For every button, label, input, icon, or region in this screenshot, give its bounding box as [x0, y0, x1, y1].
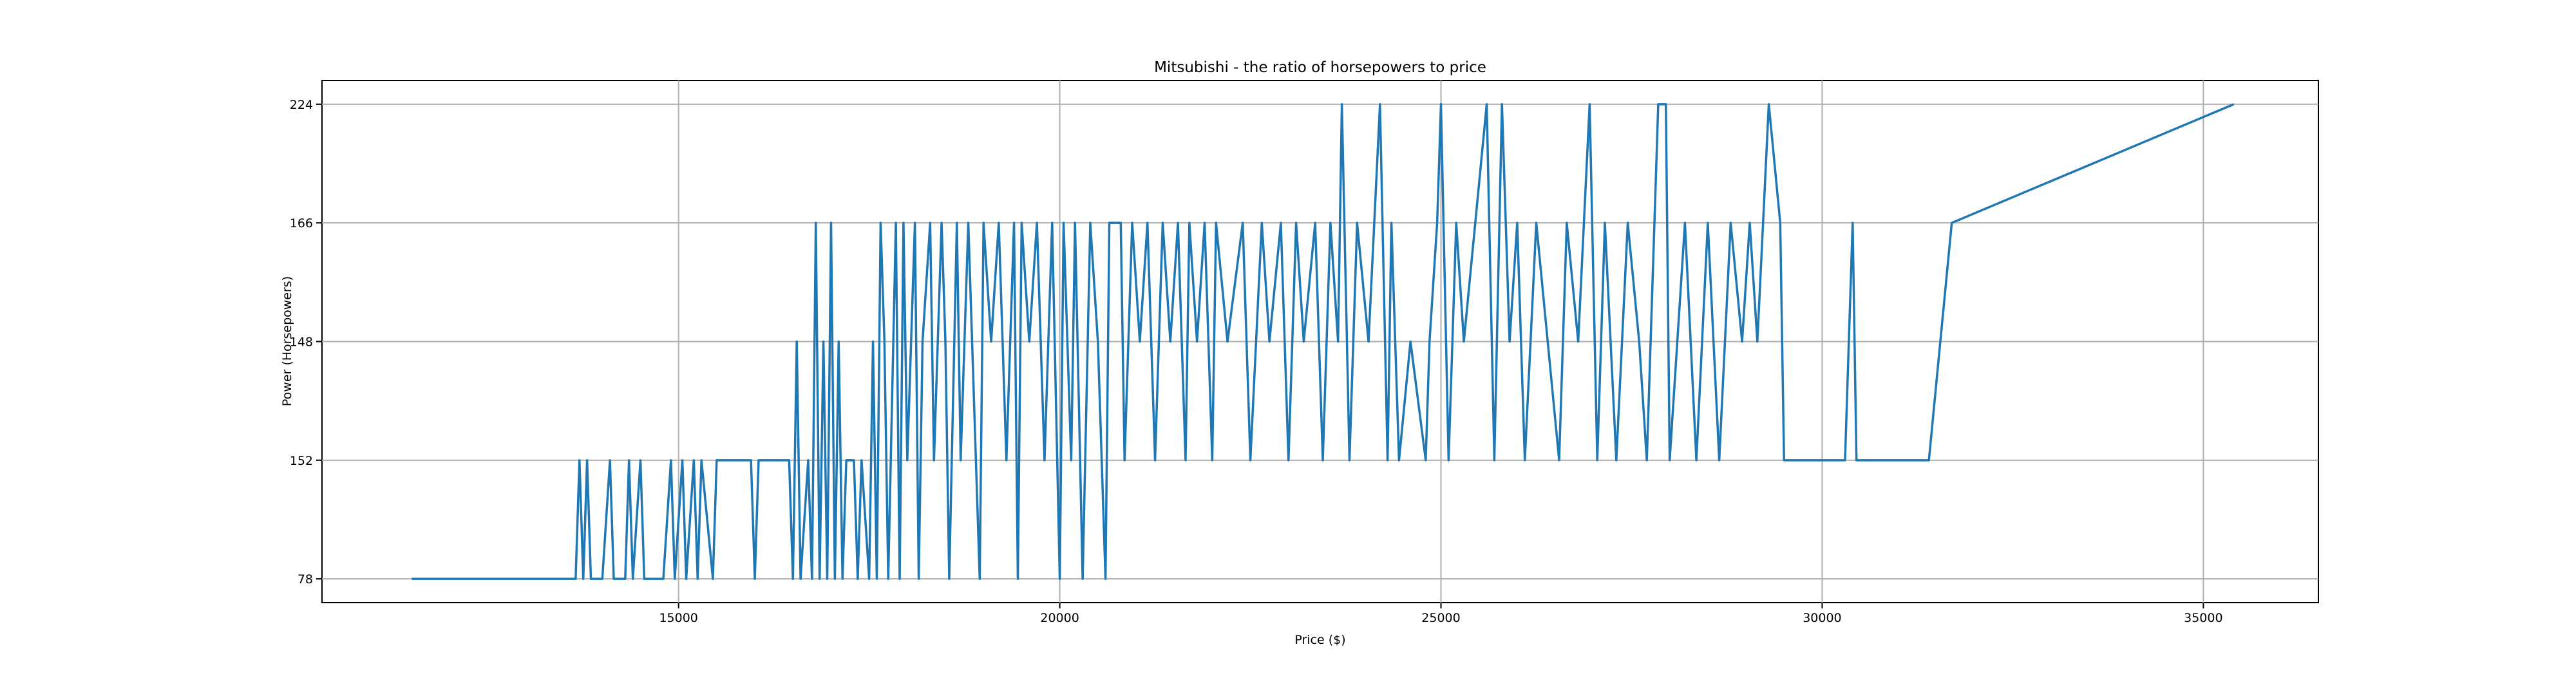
x-tick-label: 35000	[2184, 611, 2222, 625]
x-tick-label: 15000	[659, 611, 697, 625]
y-tick-label: 224	[290, 98, 313, 112]
x-tick-label: 20000	[1040, 611, 1079, 625]
x-tick-label: 30000	[1803, 611, 1841, 625]
y-tick-label: 148	[290, 335, 313, 350]
y-tick-label: 166	[290, 216, 313, 230]
y-tick-label: 78	[298, 572, 313, 587]
x-tick-label: 25000	[1421, 611, 1460, 625]
chart-title: Mitsubishi - the ratio of horsepowers to…	[1154, 59, 1486, 76]
y-tick-label: 152	[290, 454, 313, 468]
y-axis-label: Power (Horsepowers)	[280, 276, 294, 406]
x-axis-label: Price ($)	[1294, 633, 1345, 647]
data-line	[412, 103, 2235, 580]
